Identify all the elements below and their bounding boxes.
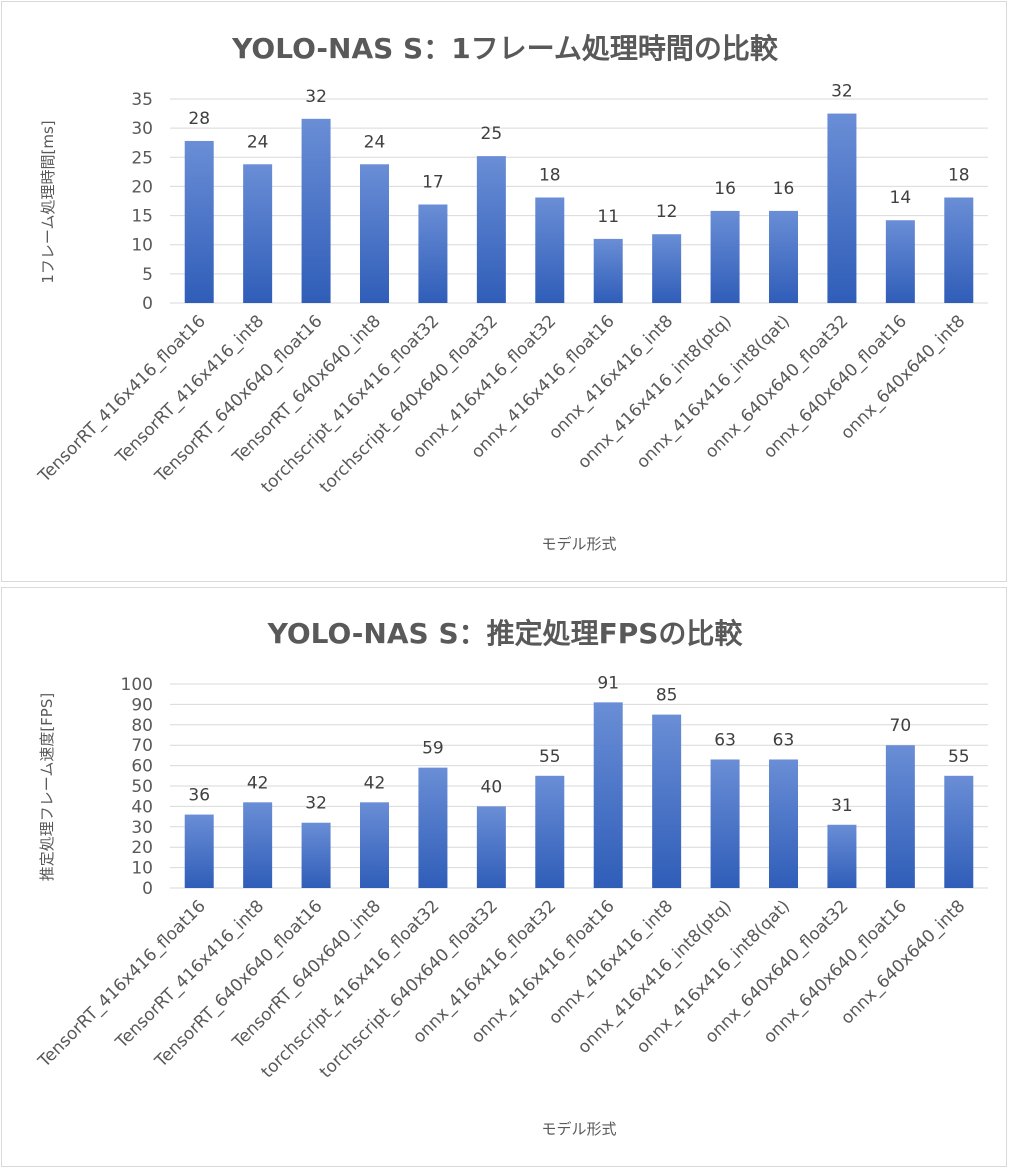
bar — [535, 775, 565, 888]
x-axis-title: モデル形式 — [541, 535, 616, 553]
chart-title: YOLO-NAS S：1フレーム処理時間の比較 — [231, 32, 779, 65]
data-label: 32 — [305, 794, 327, 814]
data-label: 40 — [481, 777, 503, 797]
bar — [710, 210, 740, 303]
bar — [301, 118, 331, 304]
bar — [827, 824, 857, 888]
y-tick-label: 10 — [131, 236, 153, 256]
bar — [184, 814, 214, 888]
data-label: 63 — [773, 730, 795, 750]
data-label: 14 — [890, 188, 912, 208]
y-tick-label: 80 — [131, 716, 153, 736]
y-tick-label: 15 — [131, 207, 153, 227]
y-tick-label: 20 — [131, 177, 153, 197]
bar — [184, 140, 214, 303]
y-tick-label: 90 — [131, 695, 153, 715]
data-label: 42 — [247, 773, 269, 793]
data-label: 70 — [890, 716, 912, 736]
y-tick-label: 30 — [131, 119, 153, 139]
data-label: 16 — [773, 179, 795, 199]
chart-fps: YOLO-NAS S：推定処理FPSの比較 モデル形式 推定処理フレーム速度[F… — [34, 617, 988, 1138]
bar — [885, 220, 915, 303]
y-tick-label: 0 — [142, 879, 153, 899]
bar — [944, 197, 974, 303]
data-label: 59 — [422, 739, 444, 759]
data-label: 18 — [539, 166, 561, 186]
bar — [652, 714, 682, 888]
y-tick-label: 0 — [142, 294, 153, 314]
y-tick-label: 100 — [121, 675, 153, 695]
bar — [827, 113, 857, 303]
y-tick-label: 25 — [131, 148, 153, 168]
data-label: 32 — [831, 82, 853, 102]
plot-area: 0510152025303528TensorRT_416x416_float16… — [34, 82, 988, 497]
bar — [885, 745, 915, 888]
y-tick-label: 10 — [131, 859, 153, 879]
y-tick-label: 35 — [131, 90, 153, 110]
y-tick-label: 30 — [131, 818, 153, 838]
y-tick-label: 60 — [131, 757, 153, 777]
y-tick-label: 20 — [131, 838, 153, 858]
bar — [243, 802, 273, 888]
data-label: 25 — [481, 124, 503, 144]
bar — [476, 156, 506, 303]
chart-frame-time: YOLO-NAS S：1フレーム処理時間の比較 モデル形式 1フレーム処理時間[… — [34, 32, 988, 553]
data-label: 11 — [597, 207, 619, 227]
data-label: 63 — [714, 730, 736, 750]
bar — [769, 759, 798, 888]
y-tick-label: 40 — [131, 797, 153, 817]
chart-title: YOLO-NAS S：推定処理FPSの比較 — [267, 617, 744, 650]
data-label: 55 — [948, 747, 970, 767]
data-label: 31 — [831, 796, 853, 816]
bar — [301, 822, 331, 888]
data-label: 24 — [247, 132, 269, 152]
bar — [593, 238, 623, 303]
data-label: 91 — [597, 673, 619, 693]
bar — [769, 210, 798, 303]
data-label: 24 — [364, 132, 386, 152]
y-tick-label: 5 — [142, 265, 153, 285]
y-axis-title: 推定処理フレーム速度[FPS] — [38, 693, 56, 881]
data-label: 55 — [539, 747, 561, 767]
bar — [944, 775, 974, 888]
bar — [710, 759, 740, 888]
bar — [418, 767, 448, 888]
y-axis-title: 1フレーム処理時間[ms] — [39, 120, 57, 283]
bar — [652, 234, 682, 303]
bar — [593, 702, 623, 888]
data-label: 28 — [188, 109, 210, 129]
data-label: 17 — [422, 172, 444, 192]
data-label: 36 — [188, 786, 210, 806]
data-label: 32 — [305, 87, 327, 107]
bar — [418, 204, 448, 303]
bar — [360, 164, 389, 303]
bar — [476, 806, 506, 888]
plot-area: 010203040506070809010036TensorRT_416x416… — [34, 673, 988, 1082]
x-axis-title: モデル形式 — [541, 1120, 616, 1138]
bar — [535, 197, 565, 303]
y-tick-label: 50 — [131, 777, 153, 797]
bar — [243, 164, 273, 303]
data-label: 12 — [656, 202, 678, 222]
data-label: 18 — [948, 166, 970, 186]
chart-panel-frame-time: YOLO-NAS S：1フレーム処理時間の比較 モデル形式 1フレーム処理時間[… — [1, 1, 1007, 582]
y-tick-label: 70 — [131, 736, 153, 756]
data-label: 42 — [364, 773, 386, 793]
data-label: 85 — [656, 686, 678, 706]
bar — [360, 802, 389, 888]
data-label: 16 — [714, 179, 736, 199]
chart-panel-fps: YOLO-NAS S：推定処理FPSの比較 モデル形式 推定処理フレーム速度[F… — [1, 587, 1007, 1167]
